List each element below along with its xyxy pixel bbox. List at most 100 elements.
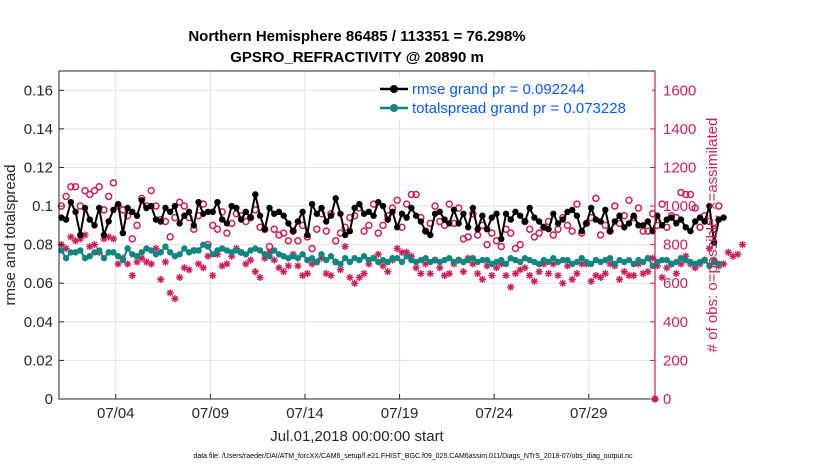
totalspread-point: [308, 254, 316, 262]
rmse-point: [606, 227, 614, 235]
y-right-tick-label: 400: [663, 314, 688, 331]
obs-possible-point: [313, 225, 321, 233]
rmse-point: [696, 214, 704, 221]
rmse-point: [616, 212, 623, 219]
obs-assimilated-point: [535, 268, 543, 276]
obs-assimilated-point: [185, 266, 193, 274]
totalspread-point: [341, 254, 349, 262]
obs-possible-point: [473, 231, 482, 239]
totalspread-point: [639, 258, 647, 266]
totalspread-point: [86, 253, 93, 260]
rmse-point: [706, 202, 713, 210]
y-right-tick-label: 1000: [663, 198, 696, 215]
obs-assimilated-point: [374, 250, 382, 258]
obs-possible-point: [284, 237, 293, 245]
rmse-point: [185, 208, 193, 216]
totalspread-point: [209, 251, 216, 258]
rmse-point: [498, 235, 505, 243]
totalspread-point: [469, 254, 477, 262]
rmse-point: [545, 226, 552, 233]
totalspread-point: [564, 256, 571, 264]
rmse-point: [261, 226, 268, 233]
rmse-point: [422, 227, 429, 235]
obs-possible-point: [431, 202, 439, 210]
obs-possible-point: [516, 240, 524, 249]
legend-rmse-marker: [390, 85, 398, 93]
rmse-point: [384, 216, 391, 223]
obs-assimilated-point: [459, 268, 468, 276]
rmse-point: [474, 226, 481, 233]
rmse-point: [218, 216, 226, 223]
y-right-tick-label: 600: [663, 275, 688, 292]
obs-assimilated-point: [507, 283, 515, 291]
totalspread-point: [294, 254, 302, 262]
rmse-point: [583, 220, 590, 227]
rmse-point: [602, 206, 609, 214]
x-tick-label: 07/24: [475, 405, 513, 422]
plot-area: [57, 179, 747, 303]
rmse-point: [119, 229, 127, 237]
rmse-point: [526, 204, 533, 212]
rmse-point: [682, 224, 689, 231]
rmse-point: [535, 218, 543, 225]
rmse-point: [124, 204, 131, 212]
rmse-point: [621, 224, 628, 231]
totalspread-point: [204, 243, 212, 250]
obs-assimilated-point: [615, 275, 624, 283]
rmse-point: [157, 218, 164, 225]
totalspread-point: [545, 258, 552, 266]
obs-possible-point: [331, 237, 340, 245]
obs-possible-point: [393, 196, 401, 205]
rmse-point: [658, 222, 666, 229]
rmse-point: [337, 210, 344, 217]
rmse-point: [464, 224, 472, 231]
rmse-point: [720, 214, 727, 221]
obs-possible-point: [611, 202, 619, 210]
obs-possible-point: [483, 240, 491, 249]
obs-assimilated-point: [166, 289, 174, 297]
rmse-point: [280, 212, 287, 219]
x-tick-label: 07/19: [381, 405, 419, 422]
rmse-point: [181, 212, 188, 219]
rmse-point: [100, 231, 108, 239]
obs-possible-point: [596, 231, 605, 239]
obs-assimilated-point: [630, 271, 638, 280]
rmse-point: [677, 216, 685, 223]
obs-possible-point: [360, 227, 368, 235]
rmse-point: [148, 202, 155, 210]
obs-possible-point: [147, 186, 155, 195]
totalspread-point: [370, 254, 377, 262]
rmse-point: [114, 200, 122, 208]
totalspread-point: [398, 258, 406, 266]
y-left-tick-label: 0.12: [24, 159, 53, 176]
rmse-point: [701, 218, 708, 225]
rmse-point: [341, 231, 349, 239]
rmse-point: [611, 218, 618, 225]
rmse-point: [237, 216, 245, 223]
obs-possible-point: [85, 190, 94, 199]
totalspread-point: [625, 256, 633, 264]
obs-possible-point: [104, 192, 113, 201]
totalspread-point: [313, 258, 320, 266]
obs-assimilated-point: [597, 273, 605, 282]
rmse-point: [521, 218, 529, 225]
plot-frame: [58, 70, 656, 400]
obs-assimilated-point: [488, 271, 496, 280]
rmse-point: [171, 202, 179, 210]
totalspread-point: [162, 243, 169, 250]
obs-possible-point: [109, 179, 118, 187]
totalspread-point: [242, 251, 250, 258]
rmse-point: [375, 199, 382, 206]
totalspread-point: [573, 258, 581, 266]
rmse-point: [77, 231, 84, 239]
obs-assimilated-point: [672, 269, 680, 278]
rmse-point: [252, 191, 259, 198]
totalspread-point: [389, 254, 396, 262]
totalspread-point: [114, 253, 122, 260]
totalspread-point: [516, 258, 524, 266]
totalspread-point: [673, 258, 680, 266]
obs-possible-point: [175, 198, 184, 206]
obs-assimilated-point: [568, 275, 576, 283]
rmse-point: [436, 208, 443, 216]
obs-possible-point: [506, 229, 515, 237]
